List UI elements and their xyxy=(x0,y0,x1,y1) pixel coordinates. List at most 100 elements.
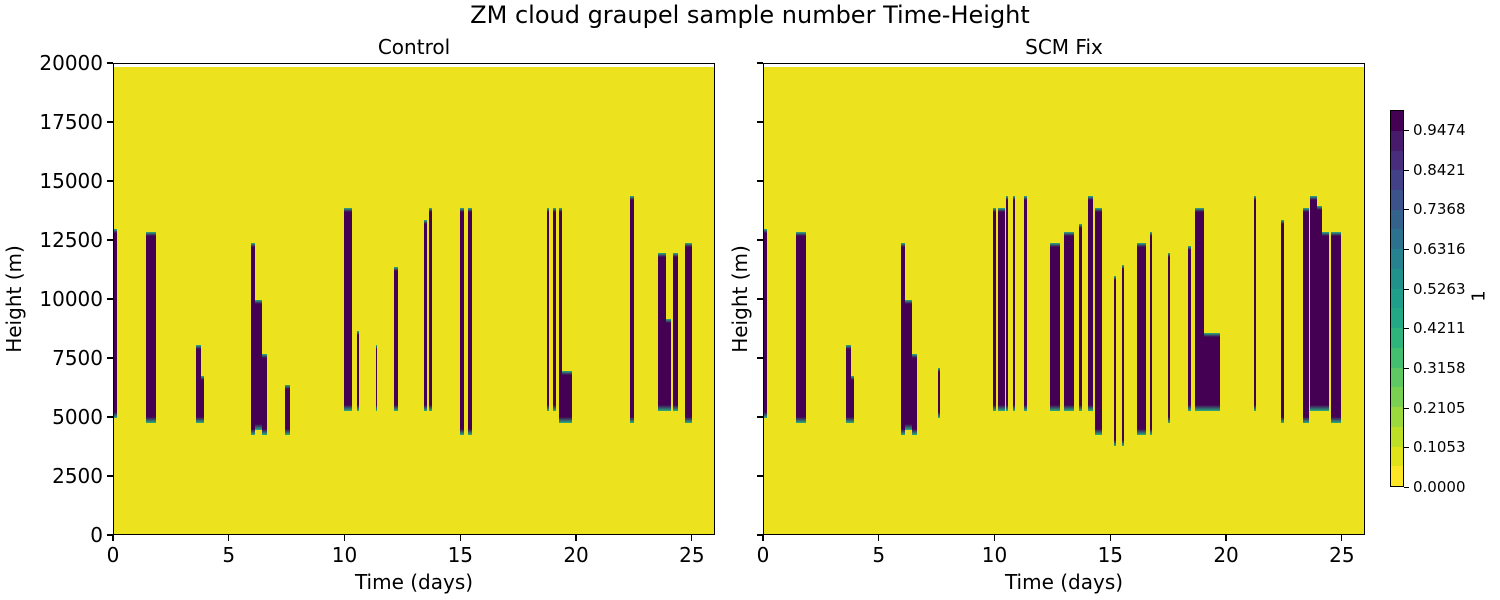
y-tick xyxy=(757,475,763,477)
y-tick xyxy=(107,416,113,418)
graupel-event-column xyxy=(196,344,201,423)
y-tick-label: 17500 xyxy=(39,110,103,134)
x-tick xyxy=(343,535,346,541)
graupel-event-column xyxy=(357,330,360,411)
x-tick-label: 0 xyxy=(756,543,770,567)
colorbar-tick xyxy=(1404,129,1409,131)
graupel-event-column xyxy=(1187,245,1192,411)
colorbar-level xyxy=(1391,229,1403,250)
y-tick xyxy=(757,121,763,123)
y-tick xyxy=(107,357,113,359)
graupel-event-column xyxy=(658,252,667,411)
colorbar-level xyxy=(1391,466,1403,486)
colorbar-level xyxy=(1391,387,1403,408)
colorbar-tick xyxy=(1404,288,1409,290)
control-x-axis-label: Time (days) xyxy=(354,570,474,594)
y-tick-label: 2500 xyxy=(52,464,103,488)
graupel-event-column xyxy=(1281,219,1284,423)
x-tick xyxy=(878,535,880,541)
y-tick xyxy=(757,298,763,300)
y-tick-label: 7500 xyxy=(52,346,103,370)
plot-top-strip xyxy=(114,64,714,67)
graupel-event-column xyxy=(285,384,290,435)
colorbar-tick xyxy=(1404,447,1409,449)
y-tick xyxy=(107,239,113,241)
graupel-event-column xyxy=(997,207,1005,411)
graupel-event-column xyxy=(114,229,117,418)
graupel-event-column xyxy=(146,231,156,423)
graupel-event-column xyxy=(912,354,917,435)
colorbar-level xyxy=(1391,111,1403,131)
colorbar-tick xyxy=(1404,487,1409,488)
graupel-event-column xyxy=(1024,196,1027,411)
colorbar-tick xyxy=(1404,367,1409,369)
y-tick xyxy=(757,357,763,359)
graupel-event-column xyxy=(673,252,678,411)
x-tick xyxy=(762,535,764,541)
graupel-event-column xyxy=(1063,231,1075,411)
colorbar-level xyxy=(1391,328,1403,348)
scm-fix-y-axis-label: Height (m) xyxy=(728,245,752,353)
colorbar-tick xyxy=(1404,209,1409,211)
graupel-event-column xyxy=(937,368,940,418)
y-tick-label: 15000 xyxy=(39,169,103,193)
graupel-event-column xyxy=(764,229,767,418)
graupel-event-column xyxy=(552,207,557,411)
x-tick xyxy=(1341,535,1343,541)
graupel-event-column xyxy=(900,243,906,435)
colorbar-level xyxy=(1391,150,1403,171)
colorbar-level xyxy=(1391,170,1403,190)
graupel-event-column xyxy=(993,207,996,411)
colorbar-level xyxy=(1391,268,1403,289)
colorbar-tick xyxy=(1404,248,1409,250)
x-tick-label: 10 xyxy=(981,543,1008,567)
y-tick xyxy=(107,475,113,477)
graupel-event-column xyxy=(1317,205,1322,411)
graupel-event-column xyxy=(344,207,353,411)
x-tick-label: 15 xyxy=(1097,543,1124,567)
colorbar-tick-label: 0.8421 xyxy=(1413,160,1466,179)
colorbar-level xyxy=(1391,347,1403,368)
graupel-event-column xyxy=(796,231,806,423)
x-tick xyxy=(575,535,577,541)
y-tick xyxy=(107,62,113,64)
graupel-event-column xyxy=(1303,207,1310,423)
graupel-event-column xyxy=(1005,196,1009,411)
x-tick-label: 20 xyxy=(1213,543,1239,567)
colorbar-tick-label: 0.5263 xyxy=(1413,279,1466,298)
graupel-event-column xyxy=(1095,207,1103,435)
control-plot-area xyxy=(113,63,715,535)
graupel-event-column xyxy=(1253,196,1257,411)
graupel-event-column xyxy=(1012,196,1016,411)
y-tick xyxy=(757,534,763,536)
graupel-event-column xyxy=(562,370,573,423)
y-tick xyxy=(107,534,113,536)
x-tick-label: 20 xyxy=(563,543,589,567)
colorbar-level xyxy=(1391,288,1403,309)
graupel-event-column xyxy=(846,344,851,423)
colorbar-tick-label: 0.1053 xyxy=(1413,438,1466,457)
graupel-event-column xyxy=(1310,196,1318,411)
colorbar-level xyxy=(1391,249,1403,269)
graupel-event-column xyxy=(255,300,263,430)
graupel-event-column xyxy=(394,266,398,411)
y-tick-label: 10000 xyxy=(39,287,103,311)
graupel-event-column xyxy=(1194,207,1204,411)
colorbar-label: 1 xyxy=(1468,290,1490,302)
x-tick-label: 0 xyxy=(106,543,120,567)
x-tick xyxy=(691,535,693,541)
colorbar-tick-label: 0.0000 xyxy=(1413,478,1466,496)
plot-top-strip xyxy=(764,64,1364,67)
colorbar-level xyxy=(1391,308,1403,329)
graupel-event-column xyxy=(250,243,256,435)
graupel-event-column xyxy=(850,375,855,423)
colorbar-tick-label: 0.3158 xyxy=(1413,358,1466,377)
x-tick xyxy=(228,535,230,541)
scm-fix-x-axis-label: Time (days) xyxy=(1004,570,1124,594)
colorbar-tick-label: 0.6316 xyxy=(1413,239,1466,258)
scm-fix-panel-title: SCM Fix xyxy=(1025,35,1103,59)
colorbar-tick-label: 0.9474 xyxy=(1413,120,1466,139)
graupel-event-column xyxy=(1149,231,1152,435)
graupel-event-column xyxy=(468,207,472,435)
graupel-event-column xyxy=(1136,243,1147,435)
